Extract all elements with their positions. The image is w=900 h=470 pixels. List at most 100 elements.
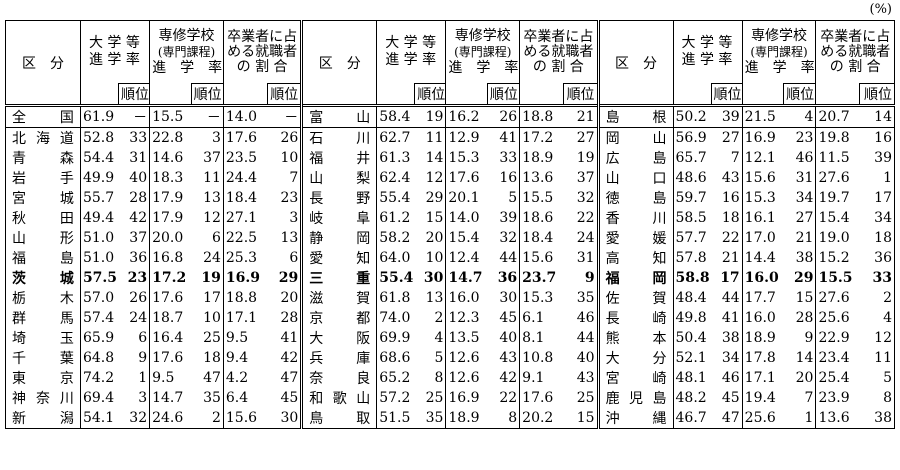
rank-value: 16 bbox=[499, 170, 518, 186]
rank-value: 34 bbox=[874, 210, 892, 226]
prefecture-name: 滋 賀 bbox=[300, 288, 377, 308]
table-row: 千 葉 64.8 9 17.6 18 9.4 42 兵 庫 68.6 5 12.6 43 10.8 40 大… bbox=[6, 348, 895, 368]
rank-value: 32 bbox=[499, 230, 518, 246]
rank-value: 7 bbox=[730, 150, 740, 166]
rank-value: 8 bbox=[434, 370, 444, 386]
rank-value: 1 bbox=[804, 410, 814, 426]
rate-value: 16.4 bbox=[149, 328, 192, 348]
rank-value: 40 bbox=[499, 330, 518, 346]
rank-value: 13 bbox=[425, 290, 444, 306]
rate-value: 17.6 bbox=[445, 168, 488, 188]
rate-value: 16.8 bbox=[149, 248, 192, 268]
rank-value: 4 bbox=[783, 104, 816, 128]
rate-value: 23.4 bbox=[815, 348, 860, 368]
rate-value: 52.1 bbox=[672, 348, 712, 368]
prefecture-name: 愛 知 bbox=[300, 248, 377, 268]
rate-value: 74.2 bbox=[79, 368, 119, 388]
rank-value: 42 bbox=[129, 210, 148, 226]
prefecture-name: 長 野 bbox=[300, 188, 377, 208]
rank-value: 12 bbox=[203, 210, 221, 226]
prefecture-name: 北海道 bbox=[5, 127, 81, 148]
rank-value: 32 bbox=[576, 190, 595, 206]
prefecture-name: 京 都 bbox=[300, 308, 377, 328]
rank-value: 23 bbox=[783, 127, 816, 148]
rate-value: 15.5 bbox=[519, 188, 564, 208]
rate-value: 57.0 bbox=[79, 288, 119, 308]
rank-value: 9 bbox=[584, 270, 595, 286]
prefecture-name: 静 岡 bbox=[300, 228, 377, 248]
rate-value: 51.5 bbox=[376, 408, 415, 429]
rank-value: 44 bbox=[499, 250, 518, 266]
rank-value: 34 bbox=[721, 350, 740, 366]
rate-value: 18.3 bbox=[149, 168, 192, 188]
table-row: 茨 城 57.5 23 17.2 19 16.9 29 三 重 55.4 30 14.7 36 23.7… bbox=[6, 268, 895, 288]
rate-value: 24.6 bbox=[149, 408, 192, 429]
rate-value: 15.3 bbox=[741, 188, 784, 208]
rate-value: 20.2 bbox=[519, 408, 564, 429]
rate-value: 15.2 bbox=[815, 248, 860, 268]
rate-value: 14.7 bbox=[445, 268, 488, 288]
rank-value: 18 bbox=[874, 230, 892, 246]
rate-value: 22.5 bbox=[222, 228, 268, 248]
rank-value: 19 bbox=[576, 150, 595, 166]
rate-value: 16.1 bbox=[741, 208, 784, 228]
rate-value: 57.8 bbox=[672, 248, 712, 268]
rate-value: 58.8 bbox=[672, 268, 712, 288]
rate-value: 14.0 bbox=[445, 208, 488, 228]
rate-value: 13.6 bbox=[815, 408, 860, 429]
rank-value: 12 bbox=[425, 170, 444, 186]
rank-value: 24 bbox=[129, 310, 148, 326]
rate-value: 22.8 bbox=[149, 127, 192, 148]
table-row: 北海道 52.8 33 22.8 3 17.6 26 石 川 62.7 11 12.9 41 17.2 2… bbox=[5, 127, 895, 148]
rate-value: 17.1 bbox=[222, 308, 268, 328]
table-row: 青 森 54.4 31 14.6 37 23.5 10 福 井 61.3 14 15.3 33 18.9… bbox=[6, 148, 895, 168]
rank-value: 38 bbox=[795, 250, 814, 266]
rate-value: 18.4 bbox=[519, 228, 564, 248]
rank-value: 4 bbox=[434, 330, 444, 346]
rate-value: 14.6 bbox=[149, 148, 192, 168]
rate-value: 20.1 bbox=[445, 188, 488, 208]
rank-value: 28 bbox=[795, 310, 814, 326]
rank-value: 31 bbox=[795, 170, 814, 186]
rate-value: 16.9 bbox=[222, 268, 268, 288]
table-row: 山 形 51.0 37 20.0 6 22.5 13 静 岡 58.2 20 15.4 32 18.4 2… bbox=[6, 228, 895, 248]
table-row: 神奈川 69.4 3 14.7 35 6.4 45 和歌山 57.2 25 16.9 22 17.6 25… bbox=[6, 388, 895, 408]
header-univ: 大 学 等進 学 率 bbox=[376, 20, 446, 84]
rank-value: 43 bbox=[721, 170, 740, 186]
rank-value: 19 bbox=[201, 270, 221, 286]
prefecture-name: 香 川 bbox=[596, 208, 673, 228]
rate-value: 12.1 bbox=[741, 148, 784, 168]
rate-value: 58.4 bbox=[376, 104, 415, 128]
prefecture-name: 熊 本 bbox=[596, 328, 673, 348]
rate-value: 62.7 bbox=[376, 127, 415, 148]
rank-value: 27 bbox=[711, 127, 743, 148]
header-employment: 卒業者に占 める就職者の 割 合 bbox=[519, 20, 599, 84]
rank-value: 24 bbox=[576, 230, 595, 246]
rank-value: 29 bbox=[278, 270, 299, 286]
rank-value: 27 bbox=[563, 127, 599, 148]
rank-value: 5 bbox=[434, 350, 444, 366]
rank-value: 25 bbox=[203, 330, 221, 346]
rate-value: 48.6 bbox=[672, 168, 712, 188]
prefecture-name: 広 島 bbox=[596, 148, 673, 168]
prefecture-name: 福 井 bbox=[300, 148, 377, 168]
rank-value: 10 bbox=[425, 250, 444, 266]
table-row: 新 潟 54.1 32 24.6 2 15.6 30 鳥 取 51.5 35 18.9 8 20.2 15… bbox=[6, 408, 895, 429]
header-row: 区 分大 学 等進 学 率専修学校 (専門課程) 進 学 率卒業者に占 める就職者の … bbox=[6, 20, 895, 106]
rank-value: 13 bbox=[203, 190, 221, 206]
rank-value: 33 bbox=[872, 270, 892, 286]
rank-value: 38 bbox=[874, 410, 892, 426]
rate-value: 17.1 bbox=[741, 368, 784, 388]
rate-value: 17.8 bbox=[741, 348, 784, 368]
rank-value: 32 bbox=[129, 410, 148, 426]
table-row: 群 馬 57.4 24 18.7 10 17.1 28 京 都 74.0 2 12.3 45 6.1 46… bbox=[6, 308, 895, 328]
rate-value: 16.9 bbox=[445, 388, 488, 408]
rate-value: 65.7 bbox=[672, 148, 712, 168]
rank-value: 47 bbox=[280, 370, 299, 386]
rate-value: 74.0 bbox=[376, 308, 415, 328]
rank-value: 35 bbox=[425, 410, 444, 426]
rate-value: 58.2 bbox=[376, 228, 415, 248]
rate-value: 17.7 bbox=[741, 288, 784, 308]
rate-value: 15.3 bbox=[445, 148, 488, 168]
rate-value: 9.1 bbox=[519, 368, 564, 388]
